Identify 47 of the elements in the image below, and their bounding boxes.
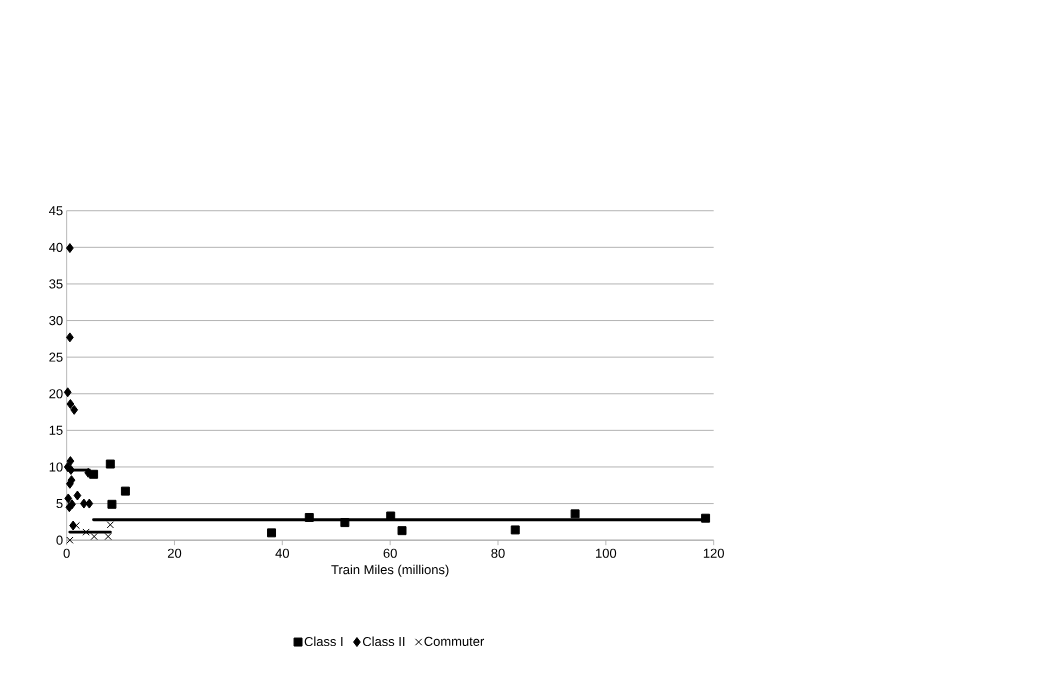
y-tick-label: 25	[49, 352, 63, 362]
legend-label: Commuter	[424, 636, 485, 647]
legend-label: Class II	[362, 636, 405, 647]
y-tick-label: 35	[49, 279, 63, 289]
point	[397, 526, 407, 536]
point	[66, 332, 74, 343]
legend-label: Class I	[304, 636, 343, 647]
y-tick-label: 40	[49, 242, 63, 252]
y-tick-label: 15	[49, 425, 63, 435]
y-tick-label: 30	[49, 316, 63, 326]
point	[510, 525, 520, 535]
point	[340, 518, 350, 528]
point	[120, 486, 130, 496]
point	[66, 399, 75, 410]
point	[85, 498, 94, 509]
y-tick-label: 0	[56, 535, 63, 545]
point	[80, 498, 88, 509]
point	[90, 532, 98, 541]
point	[66, 456, 75, 467]
x-tick-label: 60	[383, 548, 397, 558]
point	[267, 528, 277, 538]
point	[63, 387, 72, 398]
point	[107, 499, 117, 509]
point	[304, 513, 314, 523]
point	[64, 493, 73, 504]
x-tick-label: 100	[596, 548, 617, 558]
point	[104, 532, 112, 541]
point	[570, 509, 580, 519]
point	[73, 490, 82, 501]
x-tick-label: 80	[491, 548, 505, 558]
point	[82, 528, 90, 536]
x-tick-label: 20	[167, 548, 182, 558]
point	[70, 404, 79, 415]
point	[105, 459, 115, 469]
point	[66, 536, 74, 544]
y-tick-label: 20	[49, 389, 63, 399]
point	[106, 521, 114, 529]
x-axis-title: Train Miles (millions)	[331, 564, 449, 577]
x-tick-label: 0	[63, 548, 70, 558]
y-tick-label: 10	[49, 462, 63, 472]
y-tick-label: 45	[49, 206, 63, 216]
y-tick-label: 5	[56, 499, 63, 509]
point	[701, 513, 711, 523]
point	[66, 243, 74, 254]
point	[67, 464, 75, 475]
x-tick-label: 120	[703, 548, 724, 558]
x-tick-label: 40	[275, 548, 290, 558]
